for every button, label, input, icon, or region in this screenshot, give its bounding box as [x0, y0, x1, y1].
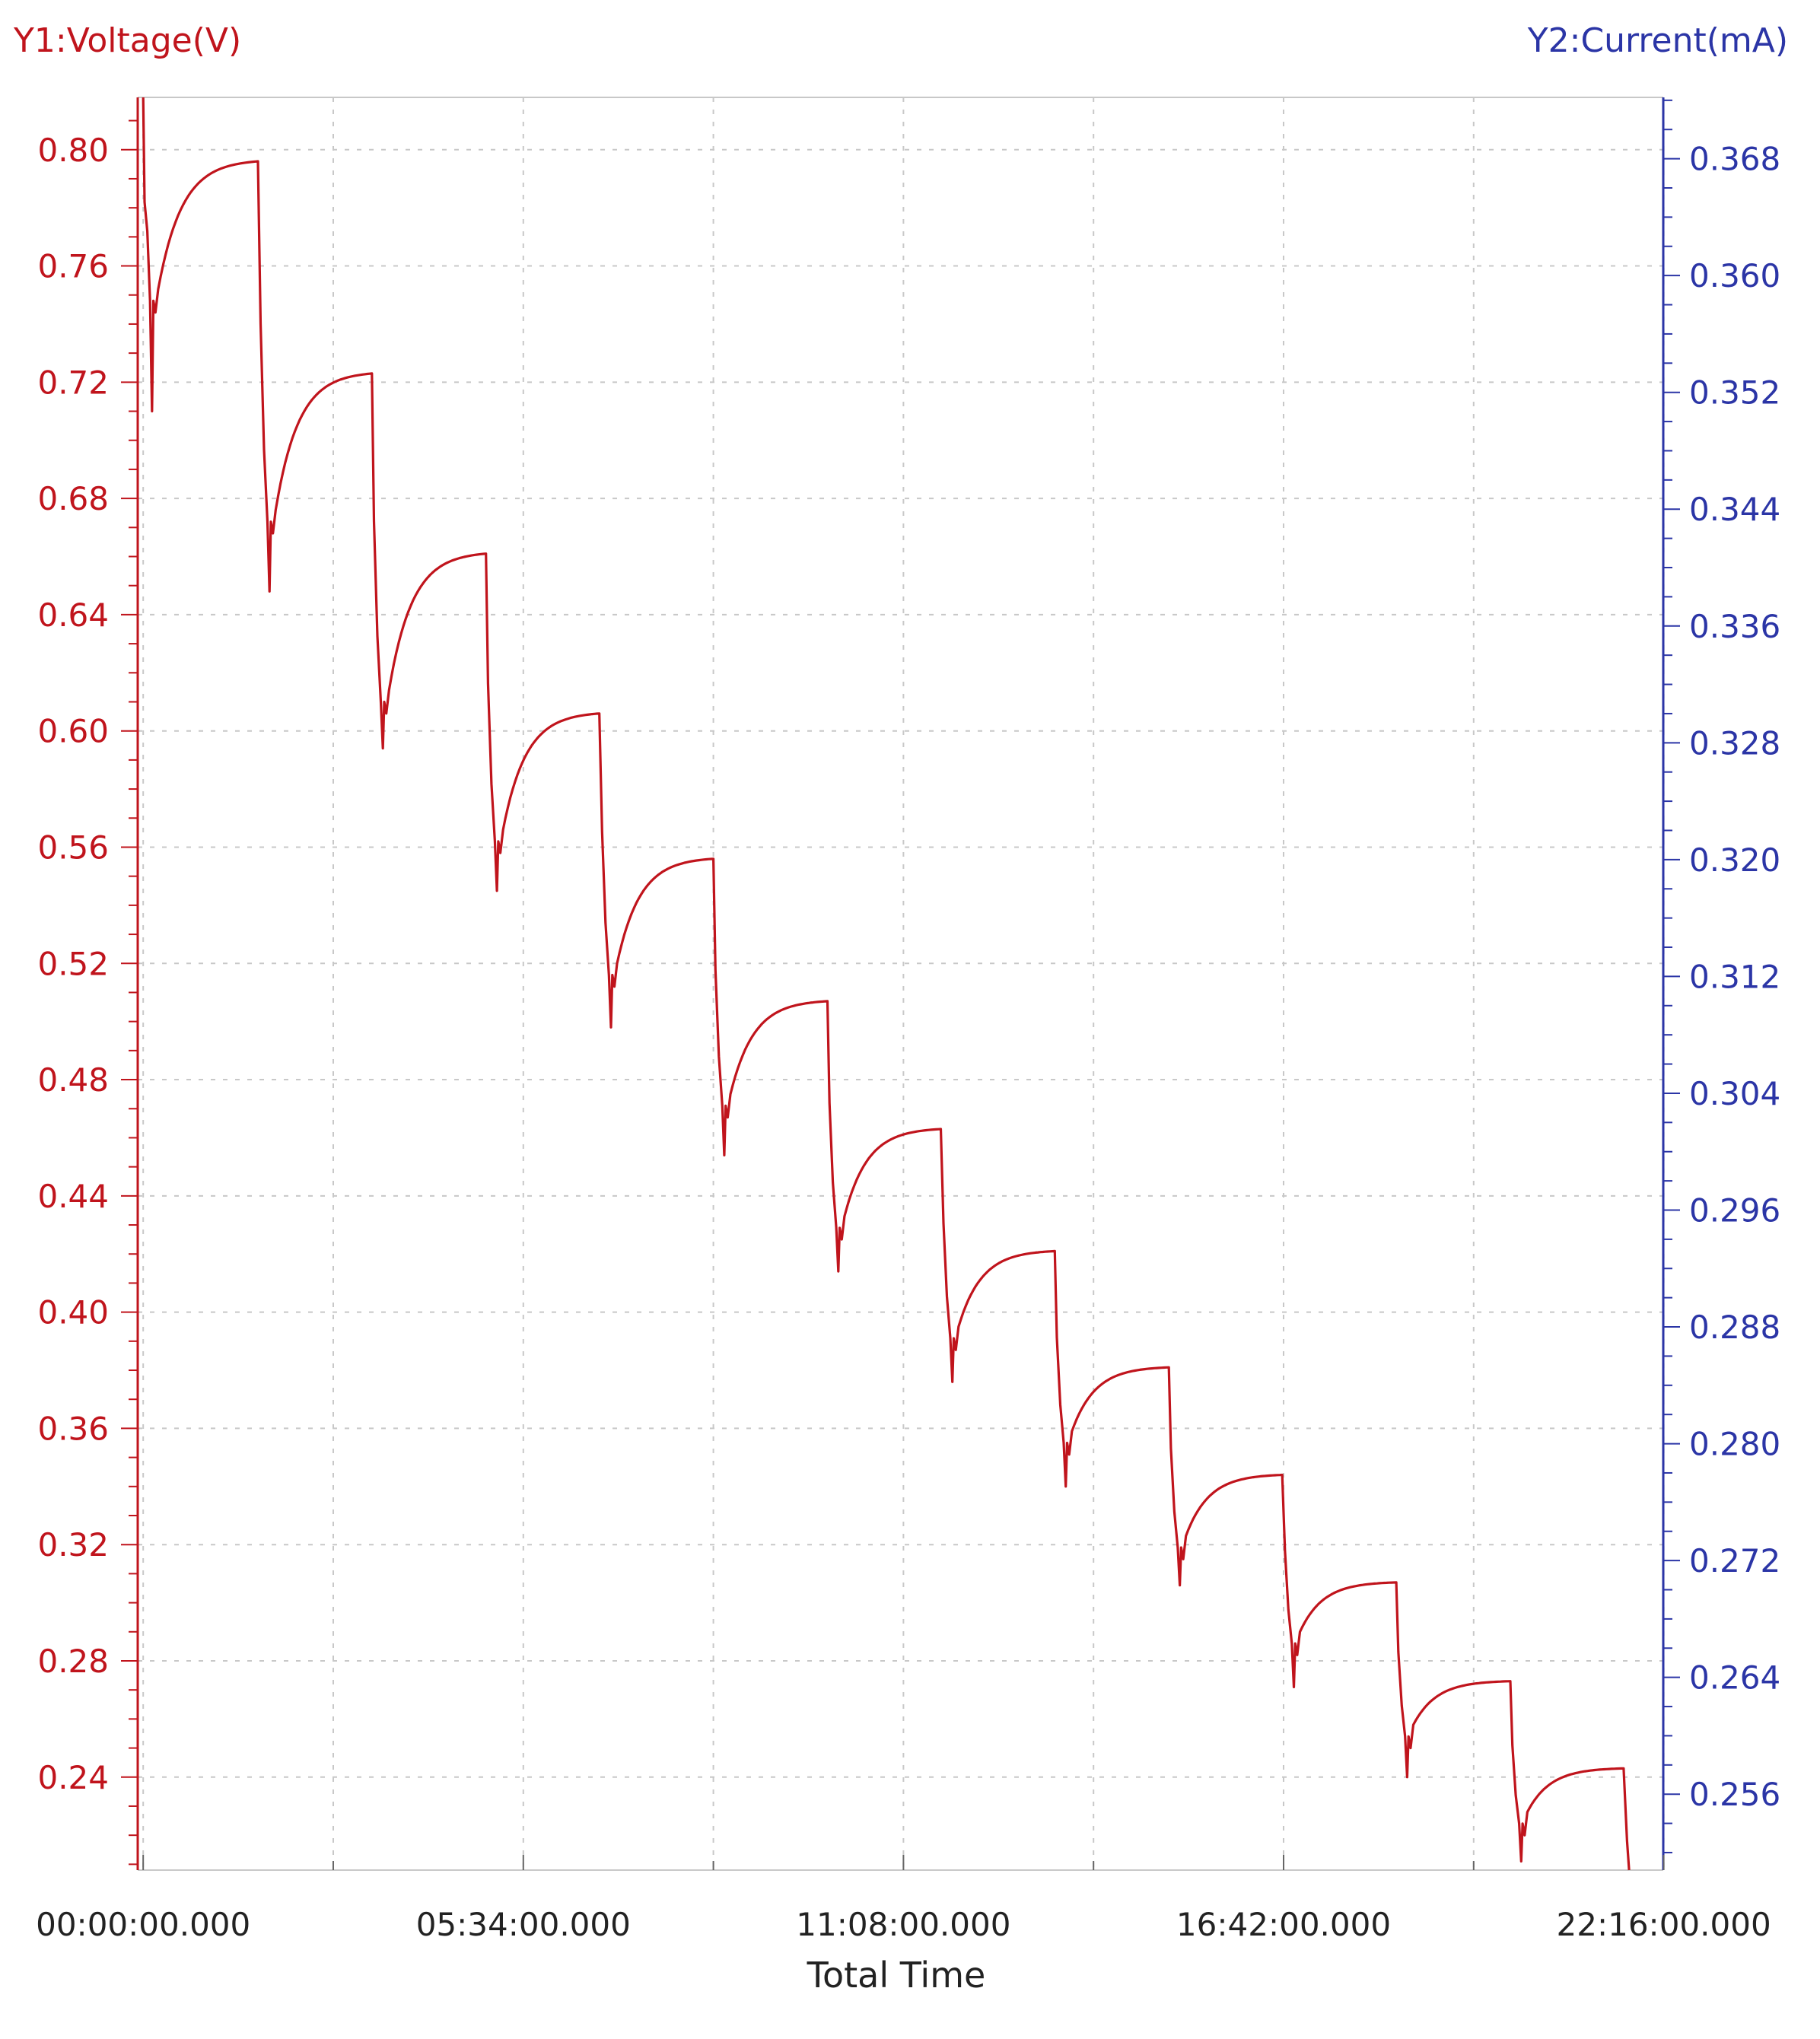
y1-tick-label: 0.44 — [37, 1178, 109, 1215]
voltage-series-line — [142, 97, 1631, 1871]
y1-tick-label: 0.36 — [37, 1410, 109, 1447]
y2-tick-label: 0.296 — [1689, 1191, 1780, 1229]
x-axis-title: Total Time — [807, 1955, 986, 1996]
y1-tick-label: 0.68 — [37, 480, 109, 517]
y2-tick-label: 0.272 — [1689, 1542, 1780, 1579]
y2-tick-label: 0.344 — [1689, 491, 1780, 528]
y1-tick-label: 0.64 — [37, 596, 109, 634]
y2-tick-label: 0.256 — [1689, 1776, 1780, 1813]
y2-tick-label: 0.288 — [1689, 1309, 1780, 1346]
x-tick-label: 00:00:00.000 — [36, 1906, 250, 1943]
y1-tick-label: 0.52 — [37, 945, 109, 982]
x-tick-label: 22:16:00.000 — [1557, 1906, 1771, 1943]
x-tick-label: 11:08:00.000 — [796, 1906, 1010, 1943]
x-tick-label: 05:34:00.000 — [416, 1906, 631, 1943]
series-layer — [142, 97, 1631, 1871]
axes-layer: 0.80 0.76 0.72 0.68 0.64 0.60 0.56 0.52 0.48 0.44… — [36, 97, 1780, 1943]
y1-tick-label: 0.40 — [37, 1294, 109, 1331]
plot-frame — [138, 97, 1663, 1871]
y2-tick-label: 0.368 — [1689, 141, 1780, 178]
y2-tick-label: 0.304 — [1689, 1075, 1780, 1112]
y2-tick-label: 0.312 — [1689, 958, 1780, 995]
y1-tick-label: 0.72 — [37, 364, 109, 401]
y2-axis-title: Y2:Current(mA) — [1527, 21, 1788, 60]
y1-tick-label: 0.48 — [37, 1061, 109, 1099]
y1-tick-label: 0.56 — [37, 829, 109, 866]
y1-tick-label: 0.80 — [37, 132, 109, 169]
y1-tick-label: 0.32 — [37, 1526, 109, 1563]
y2-tick-label: 0.360 — [1689, 257, 1780, 294]
y2-tick-label: 0.320 — [1689, 841, 1780, 879]
y1-tick-label: 0.60 — [37, 713, 109, 750]
y2-tick-label: 0.328 — [1689, 724, 1780, 762]
y2-tick-label: 0.280 — [1689, 1426, 1780, 1463]
grid-layer — [138, 97, 1665, 1870]
y2-tick-label: 0.352 — [1689, 374, 1780, 412]
y2-tick-label: 0.336 — [1689, 608, 1780, 645]
y2-tick-label: 0.264 — [1689, 1659, 1780, 1697]
y1-tick-label: 0.28 — [37, 1643, 109, 1680]
y1-tick-label: 0.76 — [37, 248, 109, 285]
y1-axis-title: Y1:Voltage(V) — [13, 21, 241, 60]
y1-tick-label: 0.24 — [37, 1759, 109, 1796]
x-tick-label: 16:42:00.000 — [1176, 1906, 1391, 1943]
